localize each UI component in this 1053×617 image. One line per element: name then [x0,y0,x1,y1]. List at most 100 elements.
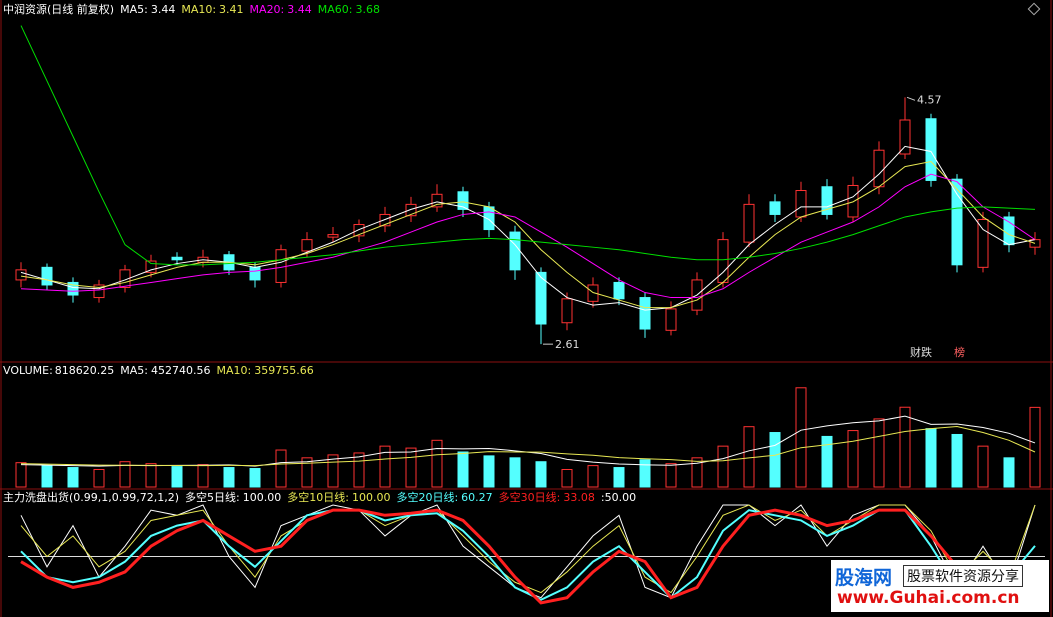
candle-body [405,203,417,217]
legend-name: MA10: [216,364,252,377]
ma-line [20,173,1036,299]
candle-body [93,284,105,299]
candle-body [613,281,625,300]
legend-value: 3.44 [287,3,312,16]
volume-bar [93,468,105,488]
volume-title: VOLUME: [3,364,53,377]
volume-bar [119,461,131,488]
candle-body [821,186,833,215]
ma-line [20,25,1036,266]
candle-body [535,271,547,325]
volume-bar [1029,406,1041,488]
candle-body [275,249,287,283]
volume-bar [1003,457,1015,488]
logo-name: 股海网 [835,567,893,589]
volume-bar [275,449,287,488]
legend-entry: MA10: 359755.66 [217,364,314,378]
volume-bar [977,445,989,488]
volume-bar [301,457,313,488]
volume-bar [431,439,443,488]
volume-bar [41,465,53,488]
candle-body [925,118,937,181]
legend-name: MA60: [317,3,353,16]
volume-bar [509,457,521,488]
volume-bar [795,387,807,488]
candle-body [587,284,599,302]
candle-body [379,213,391,227]
max-label: 4.57 [917,93,942,106]
volume-bar [587,465,599,488]
volume-bar [353,452,365,488]
candle-body [899,119,911,155]
legend-name: MA20: [249,3,285,16]
candle-body [249,266,261,281]
candle-body [119,269,131,288]
volume-ma-line [20,425,1036,467]
volume-bar [379,445,391,488]
legend-entry: 多空20日线: 60.27 [396,491,492,505]
volume-bar [327,454,339,488]
volume-bar [769,432,781,488]
indicator-line [20,504,1036,594]
candle-body [639,297,651,330]
candle-body [431,193,443,208]
logo-slogan: 股票软件资源分享 [903,565,1023,587]
candle-body [171,256,183,261]
legend-name: 多空10日线: [287,491,349,504]
candle-body [873,149,885,188]
legend-name: 多空5日线: [185,491,240,504]
indicator-title: 主力洗盘出货(0.99,1,0.99,72,1,2) [3,491,180,504]
volume-bar [691,457,703,488]
volume-bar [951,433,963,488]
volume-bar [899,406,911,488]
ma-line [20,145,1036,311]
volume-bar [15,462,27,488]
volume-bar [561,468,573,488]
candle-body [41,266,53,286]
candle-body [353,224,365,237]
candle-body [795,190,807,218]
candle-body [301,239,313,252]
candle-body [457,191,469,210]
volume-bar [171,466,183,488]
volume-bar [249,468,261,488]
candle-body [561,298,573,324]
reference-label: :50.00 [600,491,637,504]
min-label: 2.61 [555,338,580,351]
candle-body [847,184,859,218]
legend-entry: 多空10日线: 100.00 [287,491,390,505]
legend-value: 33.08 [563,491,595,504]
watermark-logo: 股海网 股票软件资源分享 www.Guhai.com.cn [831,560,1049,612]
volume-bar [483,455,495,488]
legend-name: MA5: [120,3,148,16]
volume-bar [665,463,677,488]
legend-value: 359755.66 [254,364,314,377]
logo-url: www.Guhai.com.cn [837,588,1020,608]
settings-icon[interactable] [1027,2,1041,16]
candle-body [769,201,781,215]
legend-entry: MA10: 3.41 [181,3,243,17]
volume-bar [457,451,469,488]
candle-body [977,218,989,268]
legend-name: MA10: [181,3,217,16]
annotation: 榜 [954,345,965,359]
price-header: 中润资源(日线 前复权) MA5: 3.44 MA10: 3.41 MA20: 3.44 M… [3,3,380,17]
volume-bar [197,464,209,488]
volume-bar [223,467,235,488]
chart-title: 中润资源(日线 前复权) [3,3,115,16]
candle-body [15,269,27,281]
legend-value: 3.68 [355,3,380,16]
volume-last: 818620.25 [54,364,115,377]
legend-value: 452740.56 [151,364,211,377]
legend-name: 多空20日线: [396,491,459,504]
indicator-line [20,508,1036,605]
volume-bar [535,461,547,488]
volume-bar [639,459,651,488]
legend-name: 多空30日线: [498,491,561,504]
legend-entry: MA5: 452740.56 [120,364,210,378]
candle-body [509,231,521,271]
legend-value: 60.27 [461,491,493,504]
